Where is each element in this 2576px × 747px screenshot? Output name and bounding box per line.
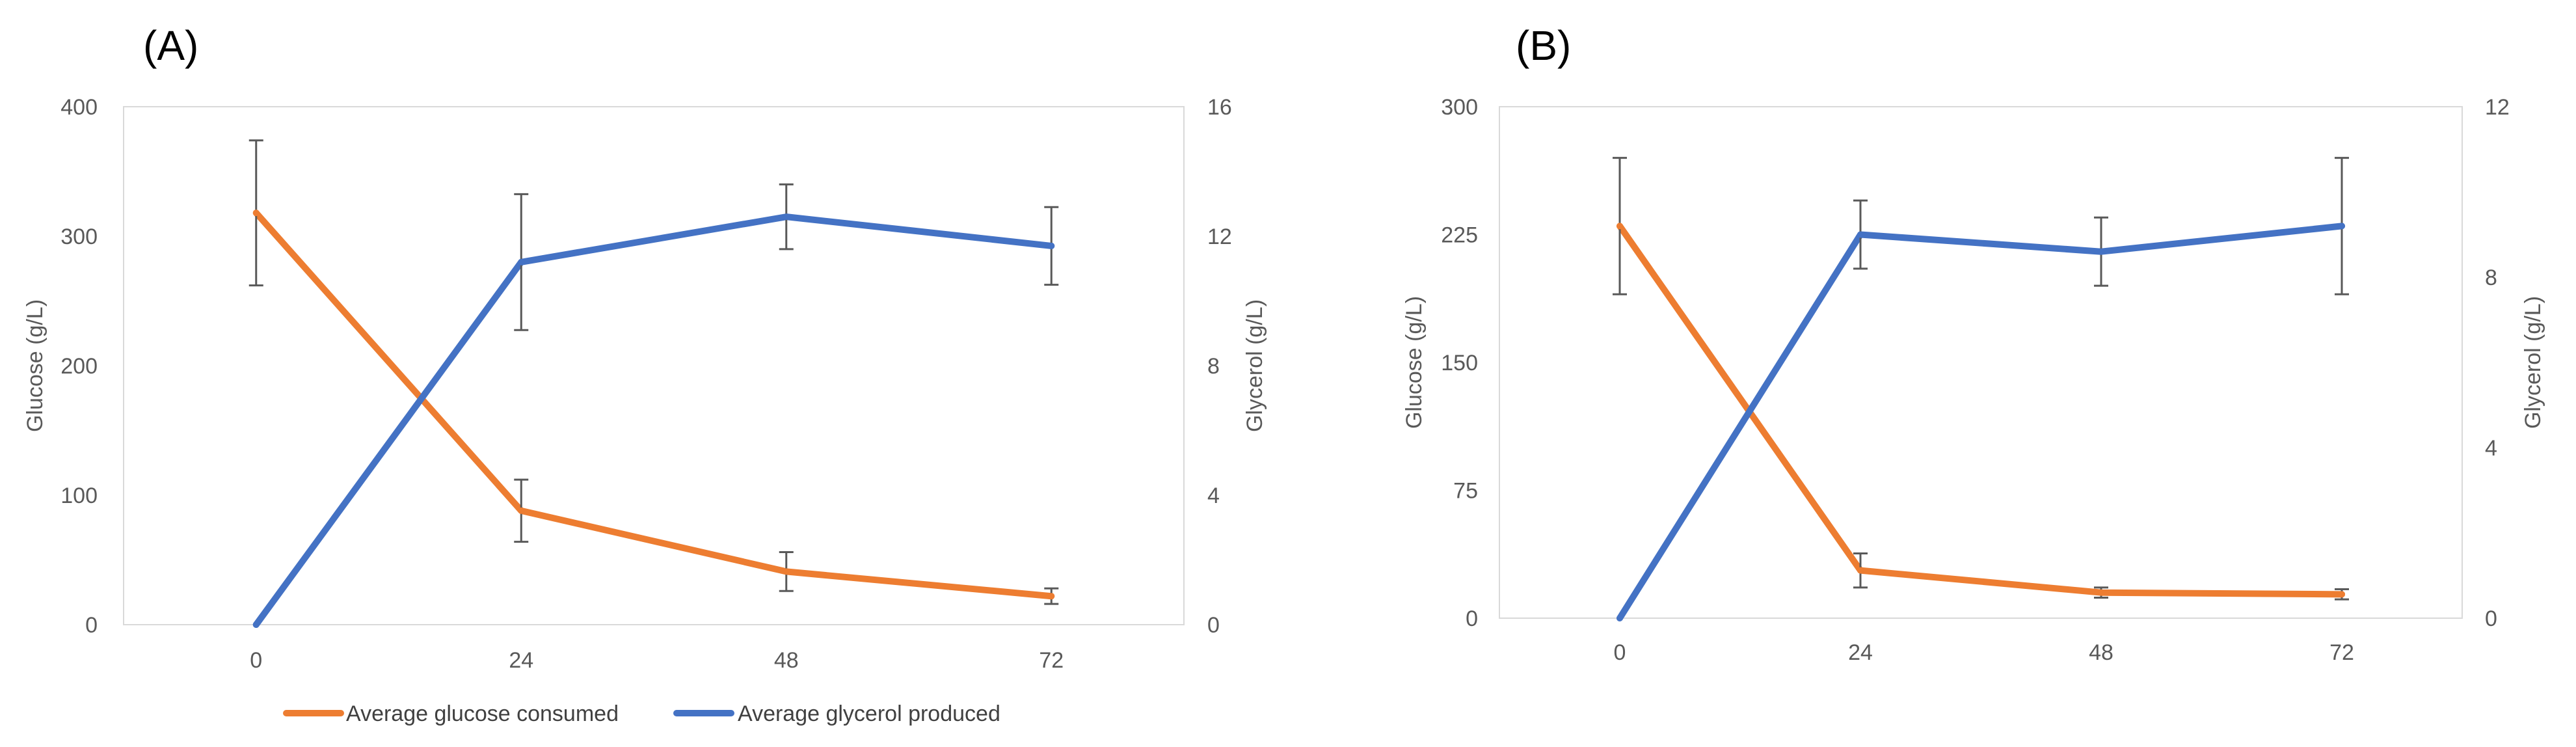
y2-axis-title: Glycerol (g/L) [2521,296,2545,429]
y2-tick-label: 4 [2485,436,2497,461]
data-point-glucose [1857,567,1864,574]
panel-label: (A) [143,22,198,69]
y2-tick-label: 16 [1207,95,1232,120]
data-point-glycerol [1617,615,1623,621]
legend-item: Average glycerol produced [673,701,1000,726]
y-tick-label: 75 [1453,479,1478,504]
y-tick-label: 0 [85,613,98,638]
x-tick-label: 0 [250,648,262,673]
y-tick-label: 0 [1466,606,1478,631]
data-point-glycerol [2098,248,2104,255]
plot-frame [1499,106,2463,619]
y2-axis-title: Glycerol (g/L) [1242,299,1267,432]
data-point-glucose [783,568,790,575]
data-point-glucose [2098,589,2104,596]
y-tick-label: 225 [1441,223,1478,248]
y2-tick-label: 0 [2485,606,2497,631]
y2-tick-label: 12 [2485,95,2510,120]
y-tick-label: 300 [60,224,98,249]
data-point-glucose [1617,223,1623,230]
y-tick-label: 200 [60,354,98,379]
data-point-glycerol [1857,231,1864,238]
data-point-glycerol [2339,223,2345,230]
legend-label: Average glycerol produced [738,701,1000,726]
x-tick-label: 72 [1039,648,1064,673]
y2-tick-label: 8 [2485,265,2497,290]
data-point-glycerol [252,621,260,628]
panel-label: (B) [1516,22,1571,69]
data-point-glucose [2339,591,2345,598]
data-point-glycerol [518,258,525,265]
x-tick-label: 24 [1848,640,1873,665]
data-point-glycerol [1048,242,1055,249]
y2-tick-label: 12 [1207,224,1232,249]
data-point-glycerol [783,213,790,221]
plot-frame [123,106,1185,625]
x-tick-label: 48 [774,648,799,673]
data-point-glucose [252,210,260,217]
y-axis-title: Glucose (g/L) [1402,296,1427,429]
y2-tick-label: 0 [1207,613,1220,638]
x-tick-label: 0 [1614,640,1626,665]
data-point-glucose [518,507,525,514]
y-axis-title: Glucose (g/L) [23,299,47,432]
series-line-glucose [252,210,1055,600]
x-tick-label: 24 [509,648,533,673]
legend: Average glucose consumed Average glycerol… [283,701,1000,726]
y-tick-label: 100 [60,483,98,508]
series-line-glycerol [1617,223,2345,621]
x-tick-label: 48 [2089,640,2113,665]
y-tick-label: 300 [1441,95,1478,120]
y-tick-label: 150 [1441,351,1478,375]
series-line-glycerol [252,213,1055,628]
legend-item: Average glucose consumed [283,701,619,726]
y-tick-label: 400 [60,95,98,120]
y2-tick-label: 4 [1207,483,1220,508]
legend-label: Average glucose consumed [346,701,619,726]
y2-tick-label: 8 [1207,354,1220,379]
x-tick-label: 72 [2329,640,2354,665]
data-point-glucose [1048,593,1055,600]
series-line-glucose [1617,223,2345,598]
